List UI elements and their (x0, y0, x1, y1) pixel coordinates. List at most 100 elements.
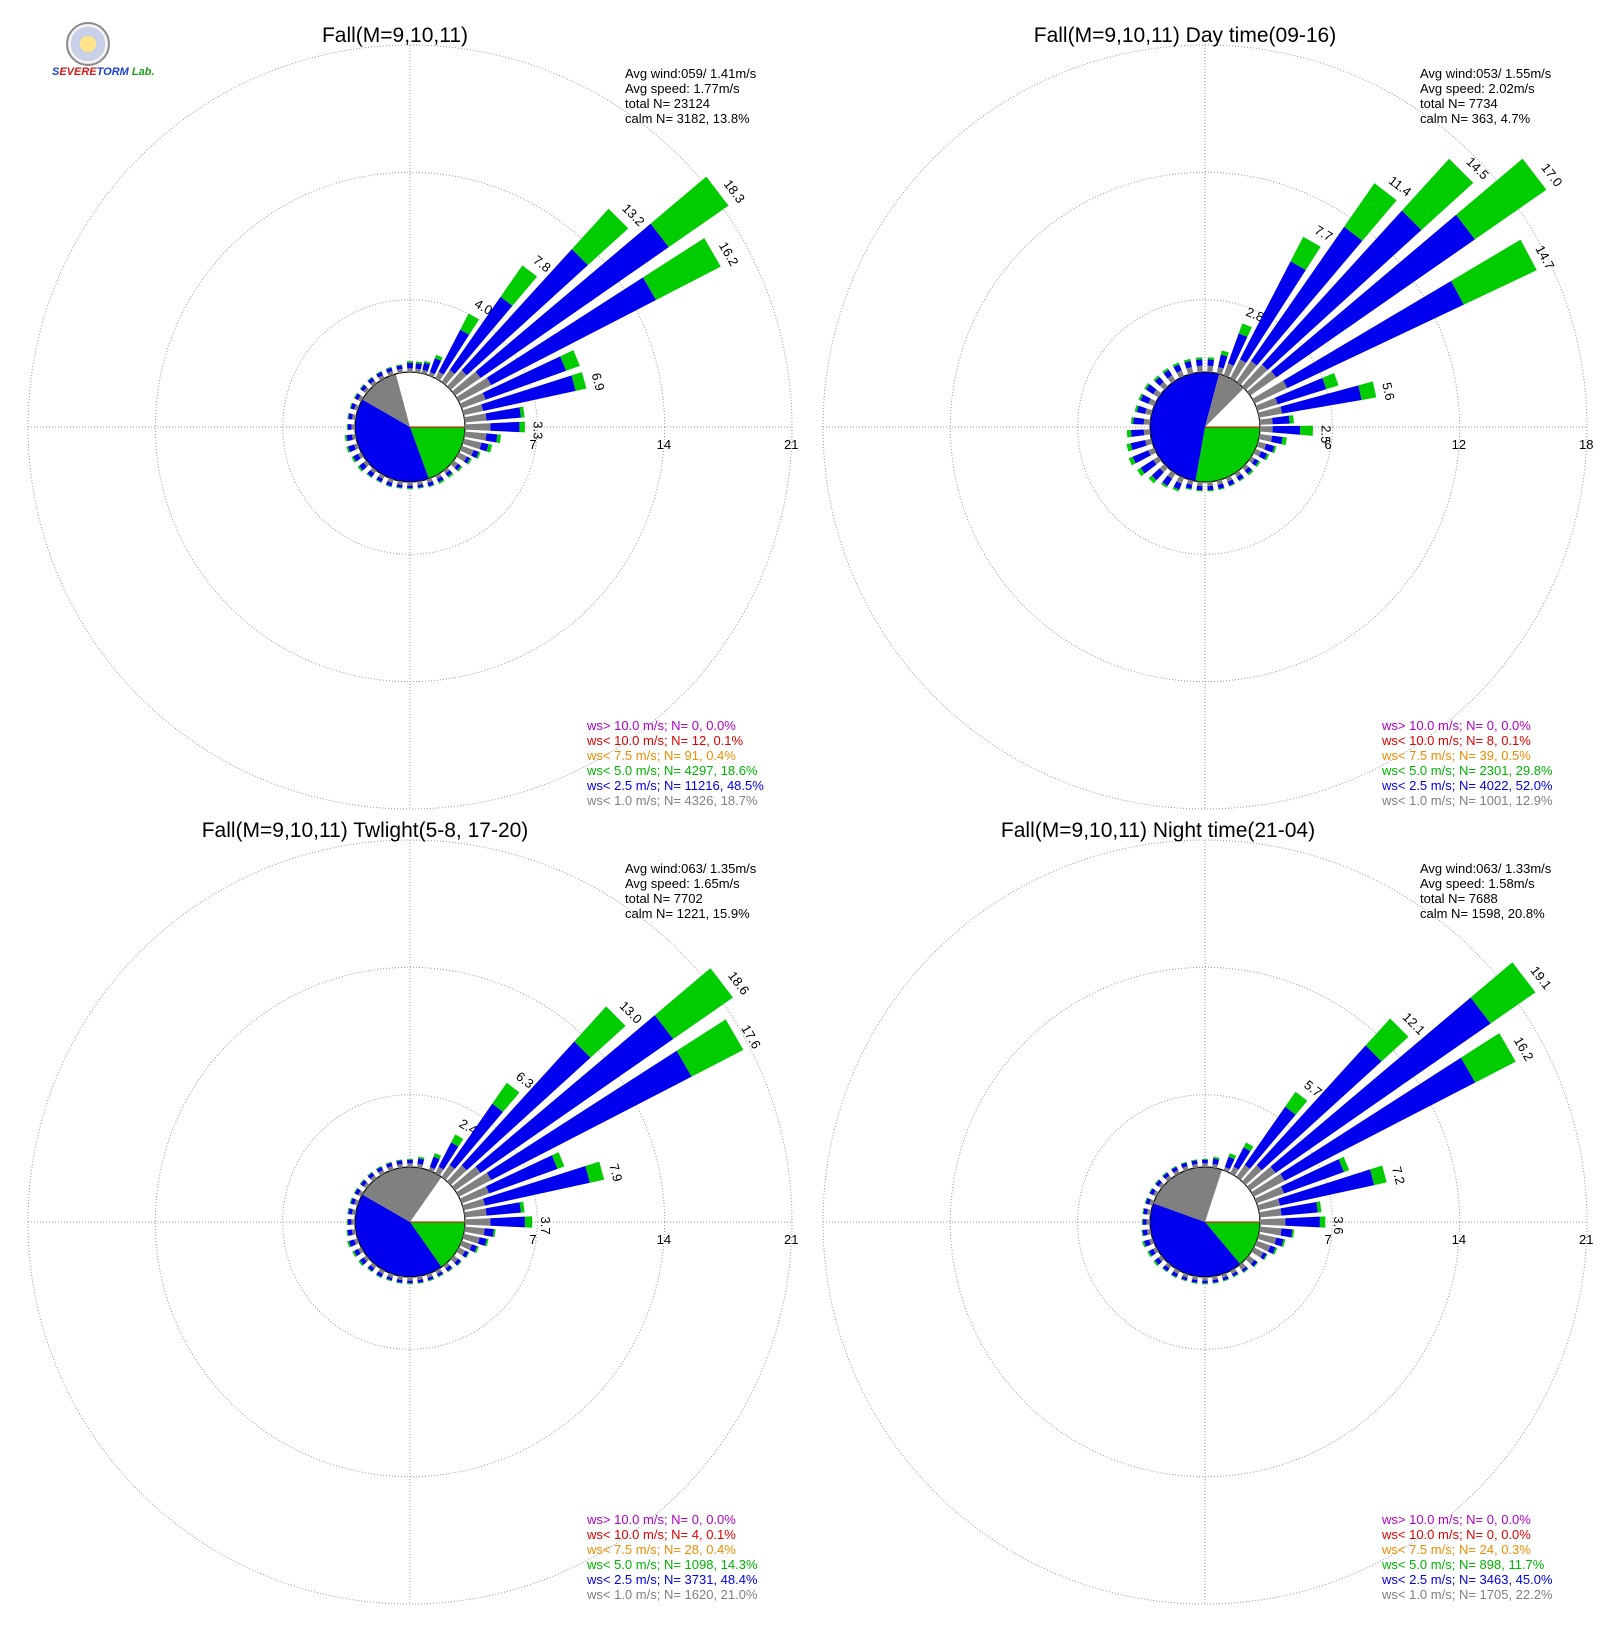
rose-bar-green (447, 472, 454, 478)
rose-bar-blue (1202, 1159, 1208, 1164)
rose-bar-gray (1152, 1190, 1159, 1197)
rose-bar-blue (429, 358, 442, 374)
rose-bar-blue (1272, 425, 1301, 435)
calm-pie-slice (354, 399, 429, 482)
rose-bar-blue (485, 433, 498, 443)
rose-bar-green (650, 176, 729, 248)
rose-bar-green (1126, 429, 1132, 438)
stats-line: calm N= 3182, 13.8% (625, 111, 750, 126)
rose-bar-blue (1264, 443, 1275, 453)
wind-rose-3: 7 14 212.46.313.018.617.67.93.7Fall(M=9,10… (27, 819, 798, 1605)
rose-bar-blue (1227, 479, 1235, 486)
rose-bar-blue (1163, 369, 1173, 379)
rose-bar-gray (462, 1198, 486, 1211)
rose-bar-blue (445, 470, 453, 477)
logo-text: SEVERETORM Lab. (52, 66, 155, 78)
rose-bar-blue (1130, 440, 1147, 451)
rose-bar-gray (456, 377, 492, 402)
rose-bar-green (344, 435, 348, 442)
rose-bar-blue (1154, 376, 1164, 386)
rose-bar-green (1141, 1230, 1144, 1237)
rose-bar-green (571, 208, 629, 266)
rose-bar-green (359, 1179, 365, 1185)
rose-bar-gray (1211, 1163, 1218, 1169)
stats-line: Avg speed: 2.02m/s (1420, 81, 1535, 96)
rose-bar-blue (1184, 360, 1192, 369)
rose-bar-green (349, 402, 353, 409)
rose-bar-gray (1247, 1166, 1276, 1191)
stats-line: total N= 7734 (1420, 96, 1498, 111)
rose-bar-blue (1130, 429, 1145, 437)
rose-bar-blue (1267, 1245, 1276, 1254)
rose-bar-blue (454, 1258, 461, 1266)
rose-bar-gray (357, 1247, 364, 1254)
rose-bar-gray (415, 368, 421, 373)
rose-bar-gray (1146, 1209, 1152, 1216)
rose-bar-blue (461, 1041, 591, 1171)
rose-bar-blue (1275, 377, 1327, 405)
rose-bar-gray (370, 1262, 377, 1269)
rose-bar-gray (363, 1255, 370, 1262)
rose-bar-gray (443, 467, 450, 474)
stats-line: Avg wind:063/ 1.35m/s (625, 861, 757, 876)
rose-bar-gray (370, 467, 377, 474)
rose-bar-gray (1256, 441, 1267, 450)
rose-bar-gray (354, 404, 360, 411)
rose-bar-gray (464, 423, 491, 431)
rose-bar-green (643, 238, 721, 300)
rose-bar-gray (1202, 1163, 1208, 1168)
rose-bar-green (1212, 1281, 1219, 1284)
rose-bar-green (407, 1158, 413, 1160)
rose-bar-green (466, 458, 472, 465)
rose-bar-gray (1254, 1240, 1271, 1252)
rose-bar-blue (1136, 405, 1147, 414)
rose-bar-blue (1222, 1276, 1229, 1281)
rose-bar-gray (1238, 1262, 1246, 1271)
rose-bar-green (1128, 456, 1136, 466)
legend-entry: ws< 7.5 m/s; N= 28, 0.4% (586, 1542, 736, 1557)
rose-bar-green (1470, 962, 1536, 1024)
legend-entry: ws< 2.5 m/s; N= 11216, 48.5% (586, 778, 764, 793)
rose-bar-gray (1159, 464, 1168, 473)
rose-bar-gray (441, 1164, 455, 1180)
ring-label: 18 (1579, 437, 1593, 452)
rose-bar-label: 16.2 (1511, 1034, 1537, 1063)
rose-bar-green (1319, 1216, 1326, 1228)
rose-bar-gray (1148, 447, 1157, 456)
rose-bar-gray (464, 413, 487, 423)
rose-bar-blue (1233, 1147, 1251, 1170)
rose-bar-gray (1259, 1208, 1282, 1218)
rose-bar-green (396, 1281, 403, 1284)
rose-bar-gray (354, 1238, 360, 1245)
rose-bar-gray (1234, 470, 1242, 478)
rose-bar-blue (359, 1257, 367, 1265)
rose-bar-blue (1140, 459, 1157, 474)
rose-bar-gray (459, 1240, 473, 1251)
ring-label: 21 (784, 1232, 798, 1247)
rose-bar-green (347, 1241, 351, 1248)
wind-rose-1: 7 14 214.07.813.218.316.26.93.3Fall(M=9,10… (27, 24, 798, 810)
rose-bar-blue (360, 1179, 367, 1187)
rose-bar-blue (347, 424, 352, 430)
rose-bar-green (1344, 183, 1397, 241)
legend-entry: ws< 7.5 m/s; N= 39, 0.5% (1381, 748, 1531, 763)
rose-bar-blue (1260, 1252, 1267, 1260)
rose-bar-gray (1158, 1255, 1165, 1262)
rose-bar-green (519, 421, 525, 433)
rose-bar-green (347, 1208, 350, 1215)
rose-bar-gray (456, 1172, 492, 1197)
rose-bar-gray (1182, 1166, 1189, 1172)
ring-label: 14 (1452, 1232, 1466, 1247)
grid-ring (1077, 1094, 1333, 1350)
rose-bar-green (1238, 477, 1245, 482)
rose-bar-gray (462, 438, 482, 450)
rose-bar-green (1229, 483, 1236, 487)
rose-bar-green (1263, 1253, 1268, 1261)
rose-bar-green (1126, 443, 1133, 452)
calm-pie-slice (362, 1167, 442, 1222)
rose-bar-blue (1191, 1279, 1198, 1283)
rose-bar-blue (353, 1248, 361, 1257)
rose-bar-green (434, 354, 443, 361)
rose-bar-gray (459, 445, 474, 456)
legend-entry: ws< 2.5 m/s; N= 3463, 45.0% (1381, 1572, 1553, 1587)
